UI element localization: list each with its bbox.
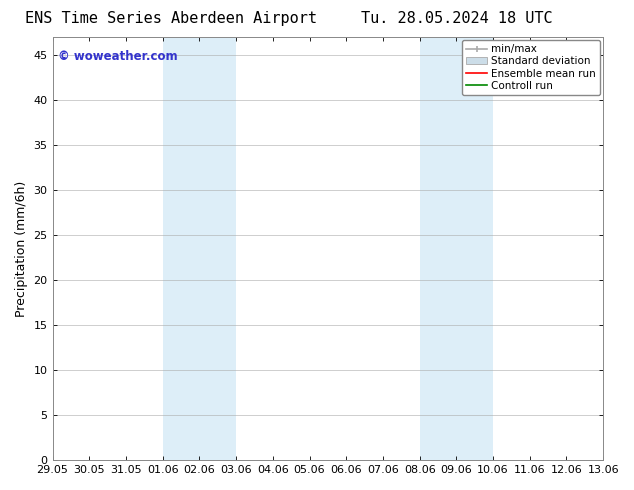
Text: ENS Time Series Aberdeen Airport: ENS Time Series Aberdeen Airport bbox=[25, 11, 317, 26]
Text: © woweather.com: © woweather.com bbox=[58, 50, 178, 63]
Legend: min/max, Standard deviation, Ensemble mean run, Controll run: min/max, Standard deviation, Ensemble me… bbox=[462, 40, 600, 95]
Bar bbox=[163, 37, 236, 460]
Y-axis label: Precipitation (mm/6h): Precipitation (mm/6h) bbox=[15, 180, 28, 317]
Text: Tu. 28.05.2024 18 UTC: Tu. 28.05.2024 18 UTC bbox=[361, 11, 552, 26]
Bar bbox=[420, 37, 493, 460]
